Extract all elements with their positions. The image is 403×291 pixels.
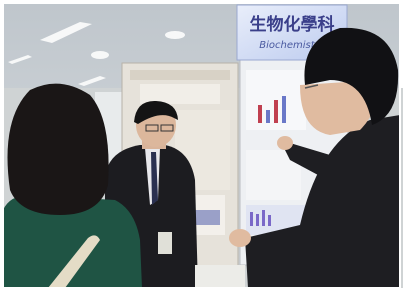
photo: 生物化學科 Biochemistry [0, 0, 403, 291]
table [195, 265, 245, 288]
sign-title: 生物化學科 [250, 14, 335, 35]
